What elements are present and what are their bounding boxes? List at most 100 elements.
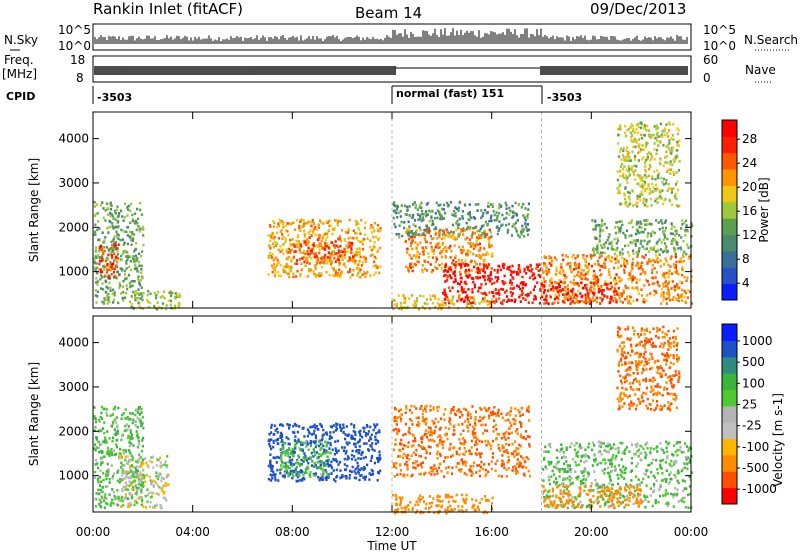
heat-cell: [609, 287, 612, 291]
heat-cell: [354, 433, 357, 437]
heat-cell: [102, 427, 105, 430]
heat-cell: [636, 239, 639, 242]
heat-cell: [279, 471, 282, 475]
heat-cell: [473, 283, 476, 287]
heat-cell: [269, 459, 272, 463]
heat-cell: [420, 201, 423, 205]
heat-cell: [102, 216, 105, 220]
heat-cell: [520, 289, 524, 293]
heat-cell: [621, 162, 624, 166]
heat-cell: [676, 293, 679, 297]
heat-cell: [659, 158, 662, 161]
heat-cell: [314, 436, 318, 440]
heat-cell: [296, 234, 300, 237]
heat-cell: [333, 452, 336, 456]
heat-cell: [95, 301, 98, 304]
heat-cell: [498, 212, 501, 215]
heat-cell: [627, 244, 630, 247]
heat-cell: [134, 492, 137, 495]
heat-cell: [649, 197, 652, 201]
heat-cell: [343, 446, 346, 449]
heat-cell: [314, 434, 317, 437]
heat-cell: [326, 221, 330, 224]
heat-cell: [344, 468, 348, 471]
heat-cell: [623, 159, 626, 162]
heat-cell: [332, 250, 335, 253]
heat-cell: [160, 476, 163, 480]
heat-cell: [281, 424, 284, 427]
heat-cell: [410, 236, 413, 239]
heat-cell: [313, 441, 316, 445]
heat-cell: [320, 438, 323, 442]
heat-cell: [661, 135, 664, 138]
heat-cell: [301, 448, 304, 451]
heat-cell: [671, 272, 674, 275]
heat-cell: [592, 269, 596, 273]
heat-cell: [576, 254, 579, 257]
heat-cell: [597, 263, 600, 266]
heat-cell: [619, 229, 622, 233]
heat-cell: [140, 407, 143, 411]
heat-cell: [162, 290, 166, 293]
heat-cell: [571, 270, 574, 274]
heat-cell: [620, 264, 623, 268]
heat-cell: [158, 472, 161, 475]
heat-cell: [352, 430, 355, 433]
freq-frame: [92, 55, 692, 83]
nave-label: Nave: [745, 63, 776, 77]
heat-cell: [676, 283, 679, 286]
heat-cell: [122, 412, 126, 415]
heat-cell: [607, 282, 610, 286]
heat-cell: [112, 217, 115, 220]
heat-cell: [135, 468, 138, 471]
heat-cell: [352, 229, 355, 232]
heat-cell: [577, 262, 581, 266]
heat-cell: [669, 168, 672, 171]
heat-cell: [616, 237, 619, 240]
freq-label: Freq.: [4, 53, 34, 67]
heat-cell: [398, 233, 401, 236]
heat-cell: [586, 265, 589, 268]
velocity-heatmap: [93, 316, 694, 515]
heat-cell: [133, 259, 136, 263]
heat-cell: [296, 242, 299, 245]
heat-cell: [138, 281, 141, 285]
heat-cell: [290, 222, 293, 225]
heat-cell: [300, 218, 303, 222]
heat-cell: [348, 473, 352, 477]
heat-cell: [599, 226, 602, 230]
heat-cell: [658, 162, 661, 165]
heat-cell: [646, 262, 649, 265]
heat-cell: [275, 439, 278, 442]
heat-cell: [116, 205, 119, 208]
heat-cell: [296, 480, 299, 483]
heat-cell: [660, 293, 663, 297]
heat-cell: [142, 484, 145, 487]
heat-cell: [354, 262, 357, 265]
heat-cell: [626, 150, 629, 154]
heat-cell: [493, 218, 496, 222]
heat-cell: [516, 219, 519, 222]
heat-cell: [434, 260, 437, 264]
heat-cell: [157, 477, 160, 481]
heat-cell: [306, 428, 310, 431]
heat-cell: [140, 489, 143, 492]
heat-cell: [338, 237, 342, 241]
heat-cell: [123, 463, 126, 467]
heat-cell: [95, 436, 99, 439]
heat-cell: [425, 246, 428, 250]
heat-cell: [318, 272, 321, 275]
heat-cell: [566, 296, 569, 300]
heat-cell: [552, 286, 555, 289]
heat-cell: [555, 288, 558, 291]
heat-cell: [93, 406, 96, 409]
heat-cell: [632, 239, 635, 242]
heat-cell: [667, 182, 670, 186]
heat-cell: [470, 296, 473, 299]
heat-cell: [308, 262, 311, 265]
heat-cell: [673, 195, 677, 198]
heat-cell: [359, 275, 362, 279]
heat-cell: [366, 270, 369, 274]
heat-cell: [617, 260, 620, 263]
